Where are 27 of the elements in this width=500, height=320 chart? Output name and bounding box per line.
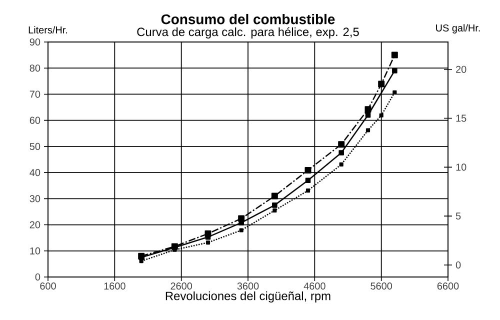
x-tick-label: 5600: [370, 282, 392, 290]
x-tick-label: 6600: [437, 282, 459, 290]
y-tick-label: 80: [30, 64, 40, 72]
chart-title: Consumo del combustible: [161, 14, 335, 24]
y-tick-label: 30: [30, 195, 40, 202]
y-tick-label: 60: [30, 116, 40, 124]
y2-tick-label: 0: [456, 261, 461, 268]
y2-tick-label: 10: [456, 164, 466, 171]
y2-axis-title: US gal/Hr.: [436, 24, 480, 34]
x-tick-label: 3600: [237, 282, 259, 290]
y-tick-label: 10: [30, 247, 40, 254]
x-tick-label: 4600: [304, 282, 326, 290]
y-tick-label: 0: [35, 273, 40, 281]
x-tick-label: 2600: [170, 282, 192, 290]
y2-tick-label: 20: [456, 66, 466, 73]
x-tick-label: 600: [40, 282, 56, 290]
y2-tick-label: 5: [456, 212, 461, 220]
y-tick-label: 40: [30, 169, 40, 176]
y-tick-label: 20: [30, 221, 40, 228]
x-tick-label: 1600: [104, 282, 126, 290]
y-tick-label: 50: [30, 142, 40, 150]
x-axis-title: Revoluciones del cigüeñal, rpm: [166, 291, 330, 303]
y-tick-label: 70: [30, 90, 40, 98]
y-axis-title: Liters/Hr.: [28, 26, 68, 34]
y-tick-label: 90: [30, 38, 40, 46]
chart-subtitle: Curva de carga calc. para hélice, exp. 2,5: [137, 27, 359, 39]
y2-tick-label: 15: [456, 114, 466, 122]
